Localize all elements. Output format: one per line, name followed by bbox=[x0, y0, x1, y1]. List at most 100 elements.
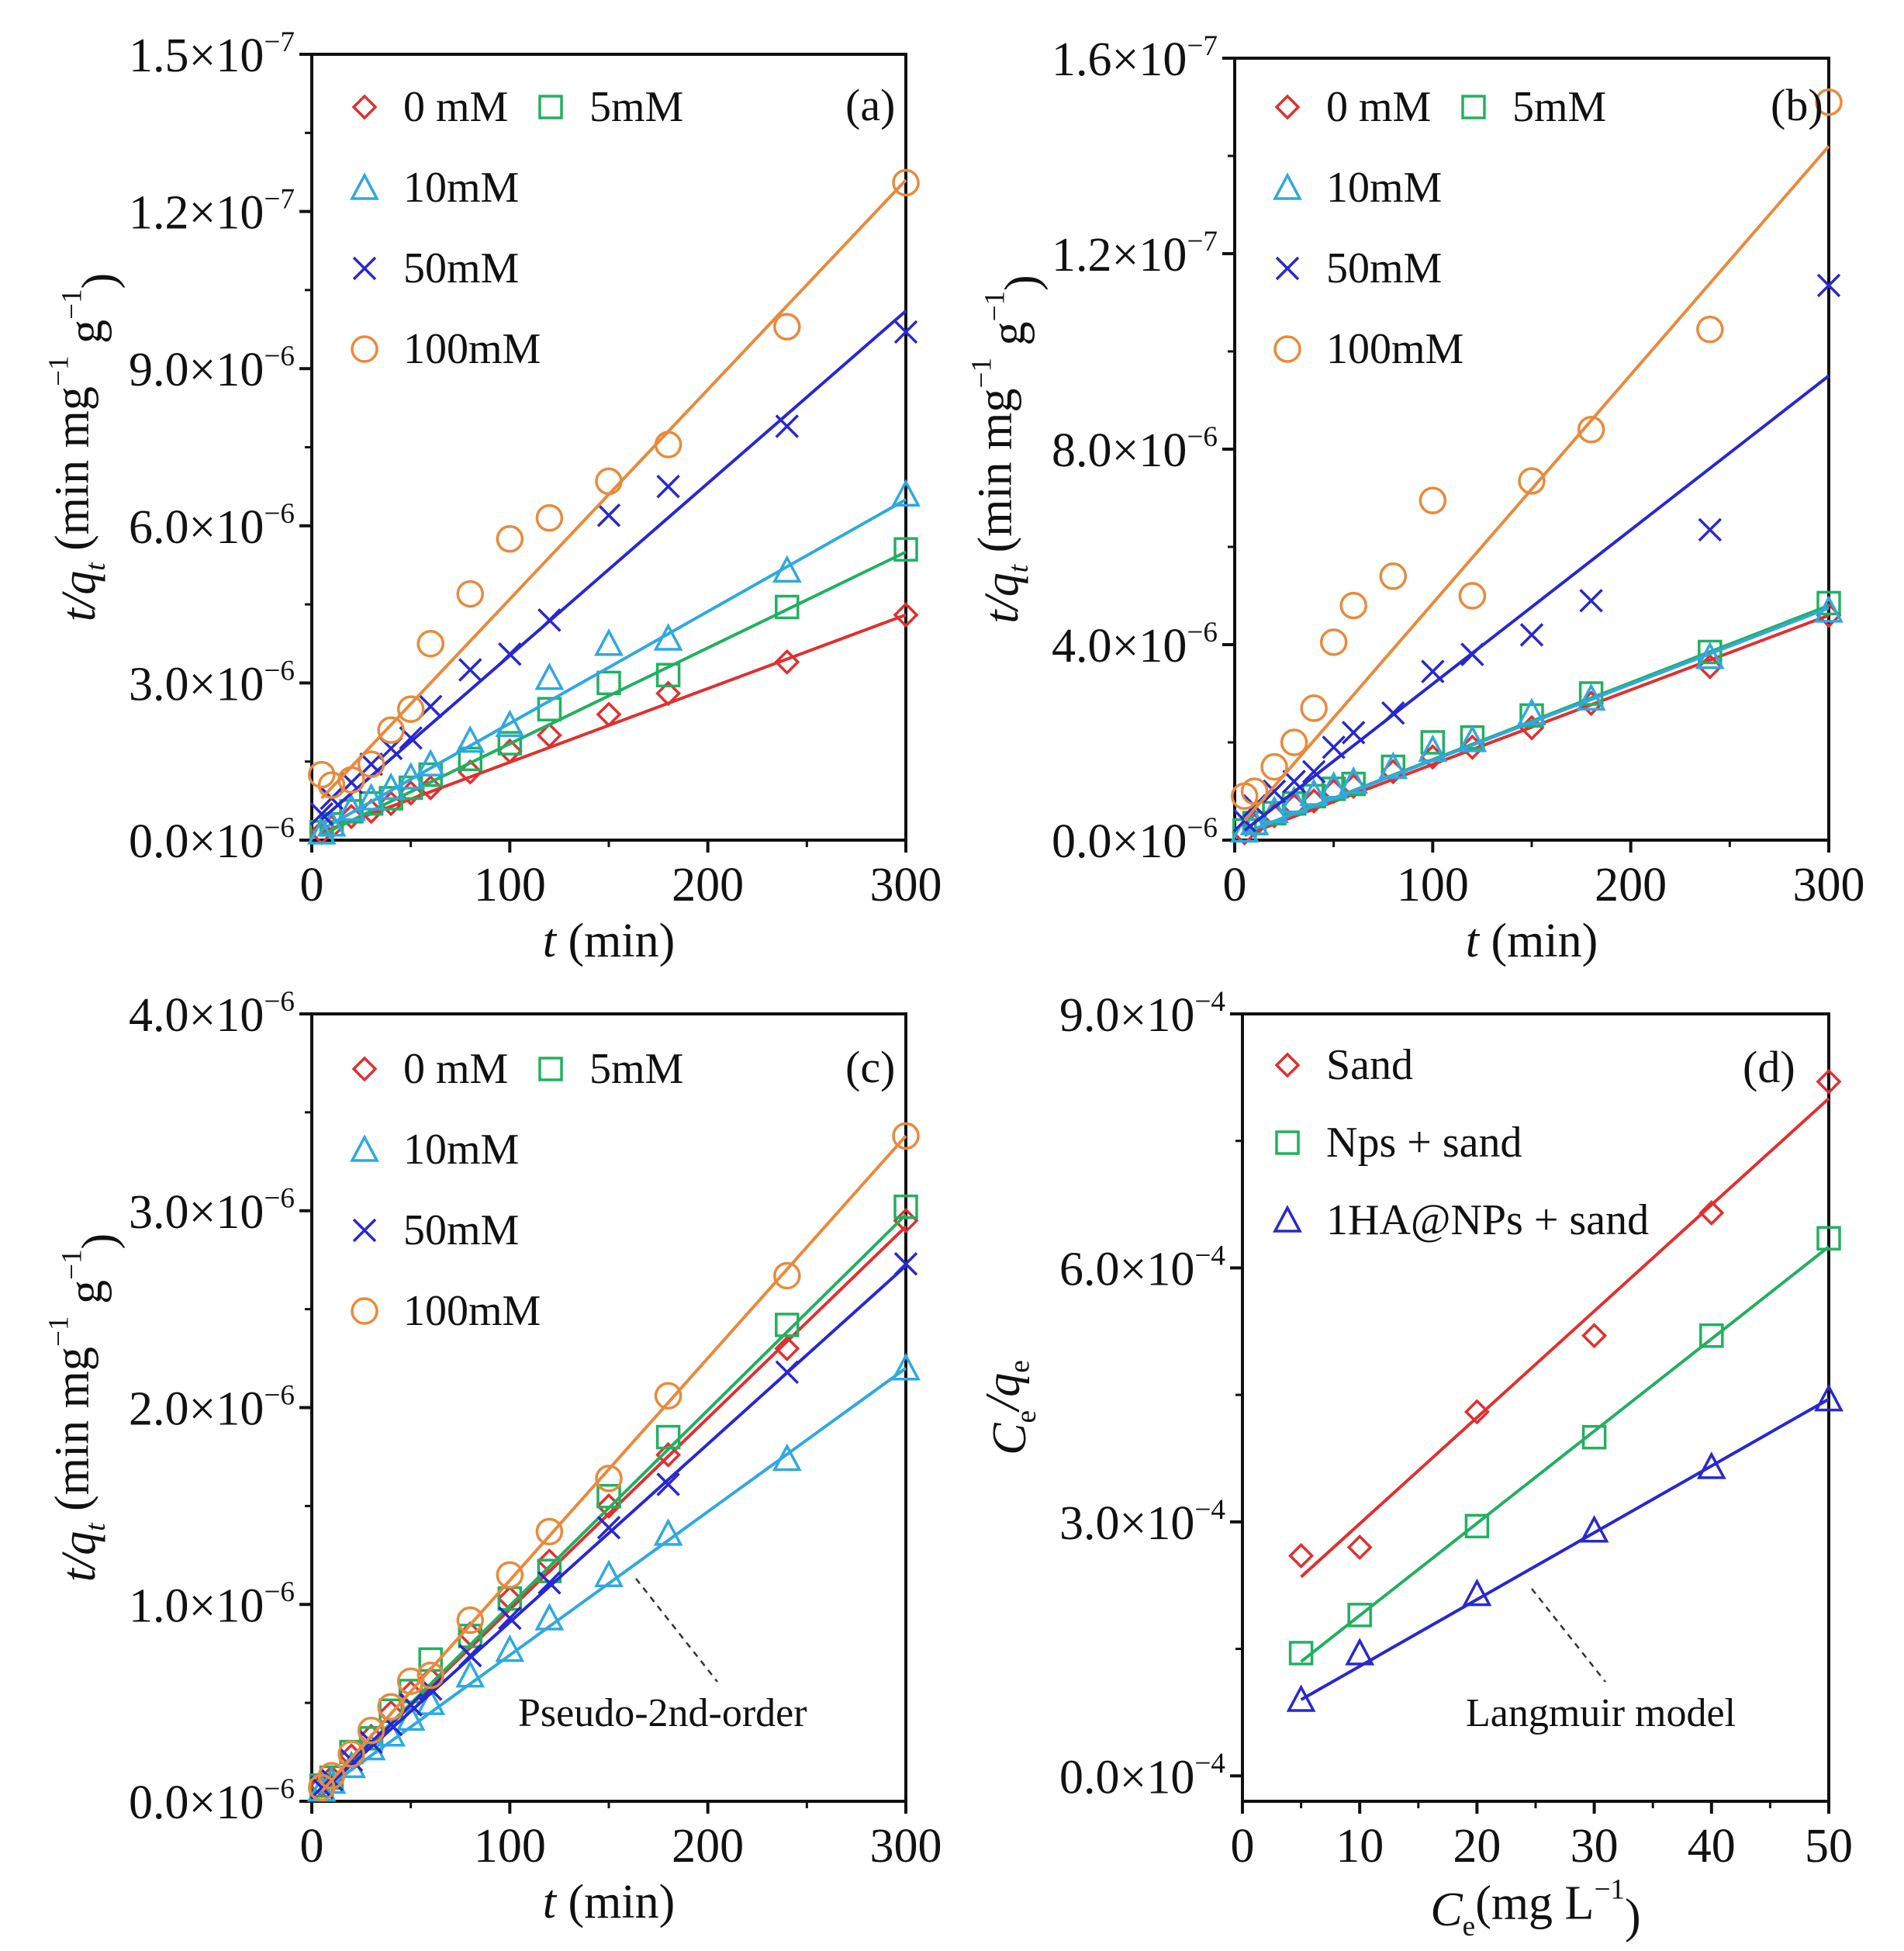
x-axis-title: Ce(mg L−1) bbox=[1430, 1873, 1640, 1942]
data-point bbox=[892, 1122, 920, 1150]
data-point bbox=[1816, 590, 1841, 616]
legend-label: 10mM bbox=[403, 1126, 519, 1174]
data-point bbox=[416, 1661, 444, 1690]
data-point bbox=[456, 579, 485, 608]
data-point bbox=[1279, 785, 1309, 814]
data-point bbox=[337, 1740, 365, 1768]
data-point bbox=[317, 771, 346, 799]
data-point bbox=[1695, 642, 1725, 669]
data-point bbox=[537, 1571, 562, 1595]
data-point bbox=[1581, 1424, 1607, 1450]
data-point bbox=[1301, 759, 1326, 784]
x-tick-label: 0 bbox=[1223, 859, 1247, 912]
panel-b: 0 100 200 300 0.0×10−6 4.0×10−6 8.0×10−6 1.2×10… bbox=[966, 30, 1864, 967]
data-point bbox=[654, 431, 682, 458]
data-point bbox=[594, 628, 624, 656]
y-axis-title: t/qt (min mg−1 g−1) bbox=[43, 273, 126, 621]
data-point bbox=[654, 1382, 682, 1410]
data-point bbox=[537, 697, 562, 721]
data-point bbox=[596, 1516, 621, 1540]
panel-tag: (b) bbox=[1771, 80, 1823, 130]
data-point bbox=[1319, 628, 1348, 656]
y-axis-title-text: t/qt (min mg−1 g−1) bbox=[43, 273, 126, 621]
data-point bbox=[891, 479, 921, 507]
y-tick-label: 0.0×10−4 bbox=[1059, 1748, 1225, 1804]
data-point bbox=[1578, 681, 1604, 706]
data-point bbox=[317, 1762, 346, 1790]
y-tick-label: 8.0×10−6 bbox=[1052, 421, 1218, 477]
legend-label: 50mM bbox=[403, 1206, 519, 1254]
legend-marker bbox=[1275, 256, 1300, 281]
panel-a: 0 100 200 300 0.0×10−6 3.0×10−6 6.0×10−6 9.0×10… bbox=[43, 26, 942, 967]
fit-line bbox=[1300, 1245, 1830, 1663]
data-point bbox=[1460, 642, 1484, 666]
data-point bbox=[1576, 683, 1606, 711]
data-point bbox=[398, 1679, 423, 1704]
data-point bbox=[376, 772, 406, 801]
data-point bbox=[357, 750, 385, 778]
data-point bbox=[773, 313, 801, 341]
data-point bbox=[458, 1643, 482, 1668]
data-point bbox=[458, 658, 482, 682]
data-point bbox=[775, 414, 800, 438]
legend-marker bbox=[1273, 172, 1302, 200]
annotation-label: Pseudo-2nd-order bbox=[518, 1691, 807, 1735]
x-tick-label: 20 bbox=[1453, 1820, 1501, 1873]
data-point bbox=[495, 1634, 525, 1662]
data-point bbox=[595, 467, 623, 496]
fit-line bbox=[1243, 145, 1830, 822]
x-tick-label: 100 bbox=[474, 859, 546, 912]
data-point bbox=[1286, 1684, 1316, 1712]
data-point bbox=[416, 1687, 446, 1715]
data-point bbox=[1458, 582, 1487, 610]
data-point bbox=[1814, 595, 1844, 623]
y-tick-label: 1.0×10−6 bbox=[129, 1576, 295, 1632]
panel-tag: (a) bbox=[845, 80, 895, 130]
data-point bbox=[1378, 751, 1408, 780]
y-tick-label: 4.0×10−6 bbox=[1052, 617, 1218, 673]
data-point bbox=[1240, 777, 1269, 805]
data-point bbox=[1300, 694, 1328, 722]
data-point bbox=[1519, 703, 1544, 728]
data-point bbox=[1696, 315, 1724, 344]
legend-marker bbox=[1274, 1052, 1301, 1078]
data-point bbox=[774, 649, 800, 675]
x-tick-label: 40 bbox=[1688, 1820, 1736, 1873]
data-point bbox=[536, 722, 562, 749]
panel-d: 0 10 20 30 40 50 0.0×10−4 3.0×10−4 6.0×10−4 9.0×1… bbox=[976, 986, 1853, 1943]
y-tick-label: 0.0×10−6 bbox=[129, 812, 295, 868]
data-point bbox=[655, 1424, 681, 1450]
data-point bbox=[1581, 1323, 1608, 1349]
data-point bbox=[656, 1472, 680, 1496]
y-tick-label: 6.0×10−6 bbox=[129, 498, 295, 554]
data-point bbox=[455, 1659, 486, 1688]
data-point bbox=[1262, 779, 1287, 804]
panel-tag: (c) bbox=[845, 1042, 895, 1092]
data-point bbox=[337, 793, 366, 822]
x-tick-label: 300 bbox=[1793, 859, 1865, 912]
series-sand bbox=[1288, 1068, 1842, 1579]
data-point bbox=[772, 555, 802, 583]
data-point bbox=[1345, 1638, 1375, 1666]
data-point bbox=[1698, 1200, 1725, 1226]
series-50mm bbox=[309, 310, 918, 826]
data-point bbox=[1517, 697, 1546, 725]
data-point bbox=[595, 1465, 623, 1493]
legend-marker bbox=[351, 1297, 378, 1325]
legend-label: 100mM bbox=[1326, 325, 1463, 373]
legend-marker bbox=[352, 256, 377, 281]
x-tick-label: 0 bbox=[300, 859, 324, 912]
legend-label: Nps + sand bbox=[1326, 1119, 1522, 1167]
legend-label: 1HA@NPs + sand bbox=[1326, 1196, 1649, 1244]
data-point bbox=[357, 1716, 385, 1745]
data-point bbox=[495, 709, 525, 738]
data-point bbox=[535, 1517, 564, 1546]
data-point bbox=[1420, 730, 1446, 755]
legend-marker bbox=[350, 172, 379, 200]
legend-marker bbox=[1461, 95, 1486, 119]
x-tick-label: 0 bbox=[1231, 1820, 1255, 1873]
data-point bbox=[655, 662, 681, 688]
data-point bbox=[1463, 1399, 1490, 1425]
data-point bbox=[1282, 770, 1306, 794]
